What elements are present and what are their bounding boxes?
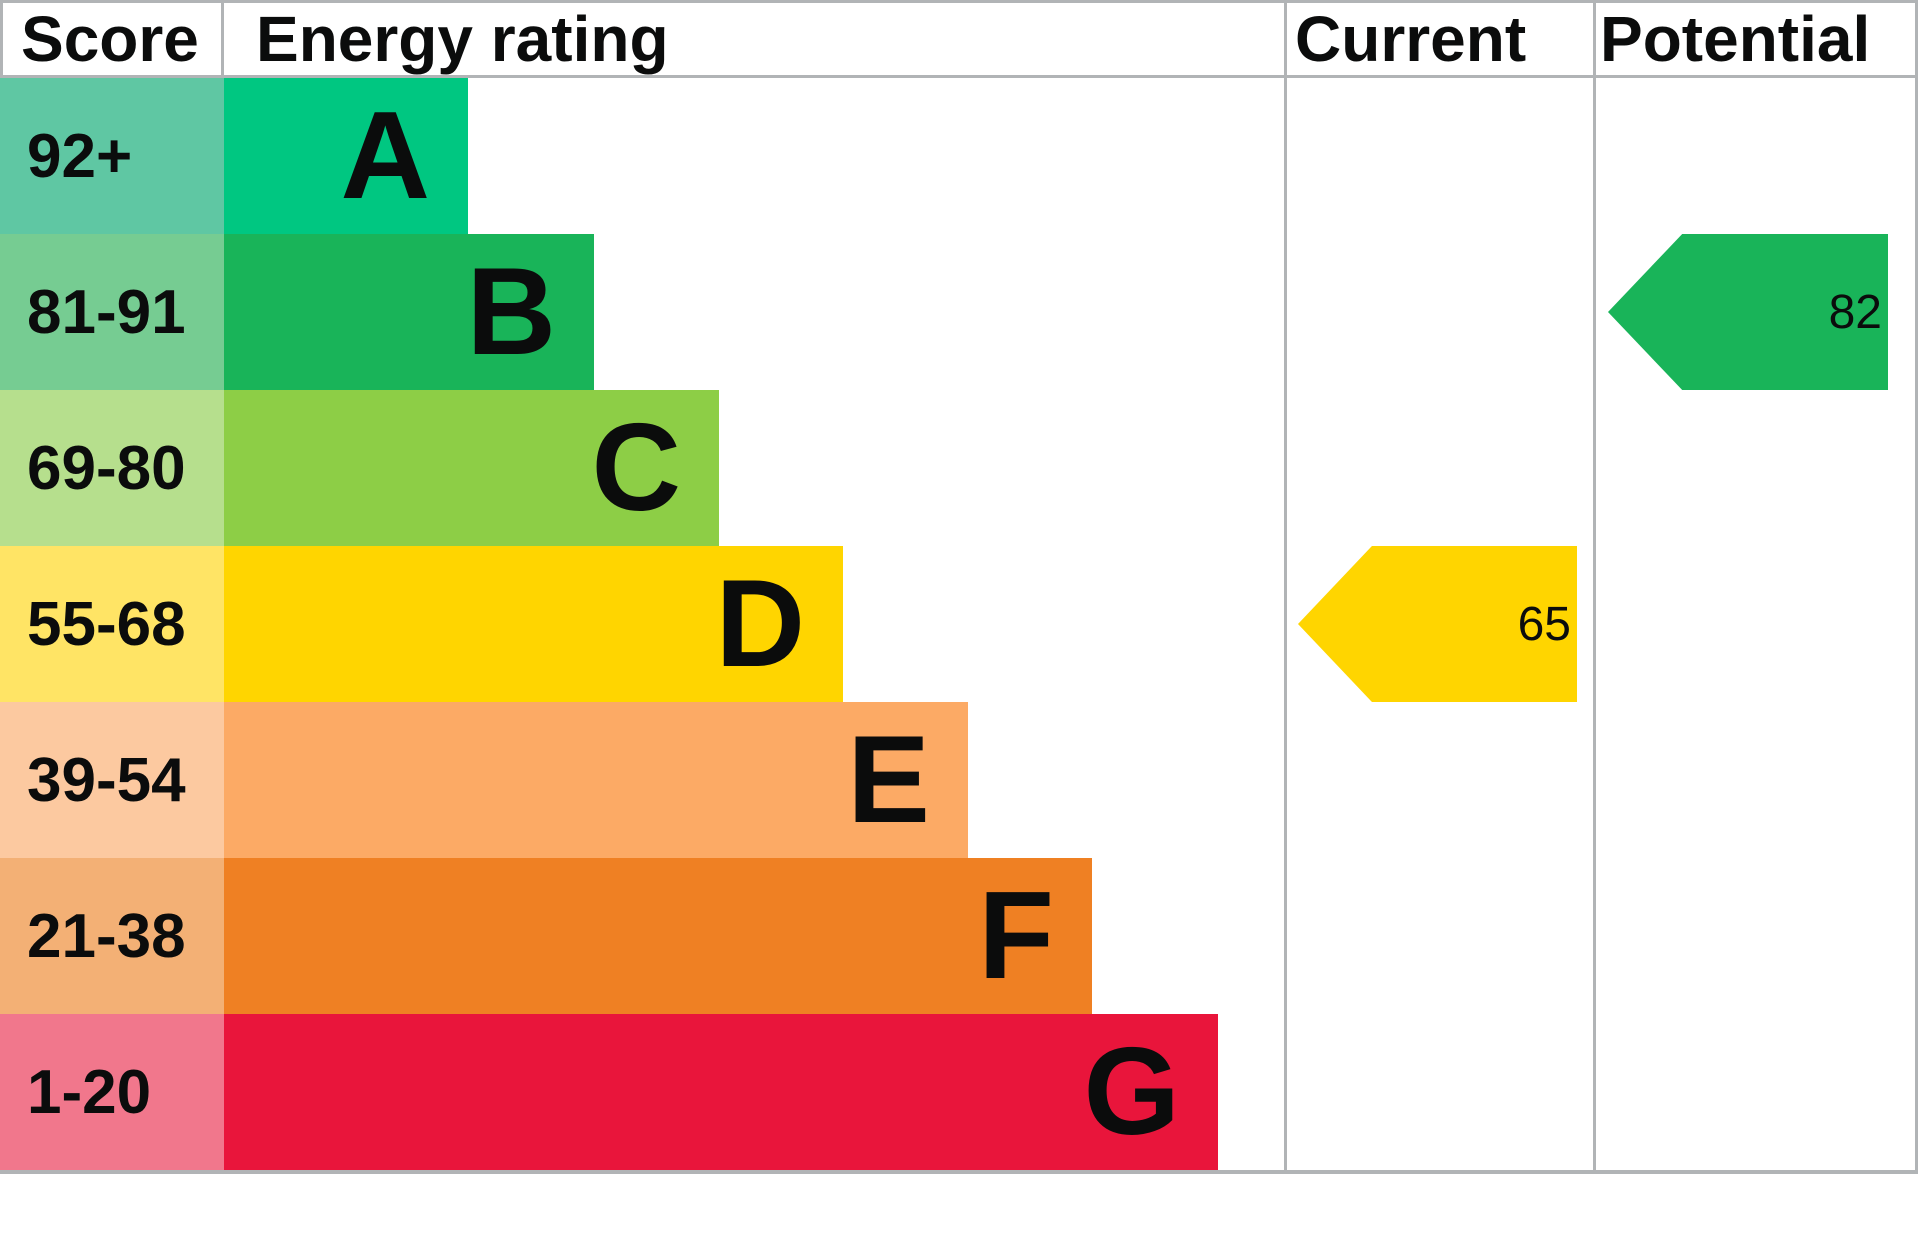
epc-rating-chart: Score Energy rating Current Potential 92… — [0, 0, 1918, 1174]
band-row-d: 55-68 D — [0, 546, 1918, 702]
table-right-border — [1915, 78, 1918, 1170]
score-range-label: 39-54 — [27, 745, 186, 815]
header-current-label: Current — [1295, 3, 1527, 75]
header-potential-label: Potential — [1600, 3, 1871, 75]
header-potential: Potential — [1593, 3, 1918, 75]
band-letter: E — [847, 711, 930, 849]
current-value: 65 — [1517, 597, 1571, 651]
band-letter: B — [466, 243, 556, 381]
score-range-label: 69-80 — [27, 433, 186, 503]
chart-body: 92+ A 81-91 B 69-80 C 55-68 — [0, 78, 1918, 1174]
band-letter: C — [591, 399, 681, 537]
header-energy-rating-label: Energy rating — [256, 3, 669, 75]
score-range-label: 55-68 — [27, 589, 186, 659]
band-row-g: 1-20 G — [0, 1014, 1918, 1170]
band-bar-f: F — [224, 858, 1092, 1014]
current-column-divider — [1284, 78, 1287, 1170]
band-bar-c: C — [224, 390, 719, 546]
band-letter: F — [978, 867, 1054, 1005]
header-score: Score — [0, 3, 224, 75]
score-range-label: 81-91 — [27, 277, 186, 347]
score-cell-g: 1-20 — [0, 1014, 224, 1170]
band-bar-a: A — [224, 78, 468, 234]
band-row-e: 39-54 E — [0, 702, 1918, 858]
chart-header-row: Score Energy rating Current Potential — [0, 0, 1918, 78]
header-score-label: Score — [21, 3, 199, 75]
band-bar-d: D — [224, 546, 843, 702]
score-cell-a: 92+ — [0, 78, 224, 234]
score-cell-b: 81-91 — [0, 234, 224, 390]
band-letter: A — [340, 87, 430, 225]
band-row-c: 69-80 C — [0, 390, 1918, 546]
band-letter: D — [715, 555, 805, 693]
band-letter: G — [1083, 1023, 1180, 1161]
band-row-f: 21-38 F — [0, 858, 1918, 1014]
header-current: Current — [1284, 3, 1593, 75]
score-cell-f: 21-38 — [0, 858, 224, 1014]
score-cell-c: 69-80 — [0, 390, 224, 546]
score-cell-d: 55-68 — [0, 546, 224, 702]
band-row-b: 81-91 B — [0, 234, 1918, 390]
potential-column-divider — [1593, 78, 1596, 1170]
band-bar-b: B — [224, 234, 594, 390]
potential-value: 82 — [1828, 285, 1882, 339]
score-range-label: 92+ — [27, 121, 133, 191]
band-bar-g: G — [224, 1014, 1218, 1170]
score-range-label: 21-38 — [27, 901, 186, 971]
band-row-a: 92+ A — [0, 78, 1918, 234]
band-bar-e: E — [224, 702, 968, 858]
score-range-label: 1-20 — [27, 1057, 152, 1127]
score-cell-e: 39-54 — [0, 702, 224, 858]
header-energy-rating: Energy rating — [224, 3, 1284, 75]
